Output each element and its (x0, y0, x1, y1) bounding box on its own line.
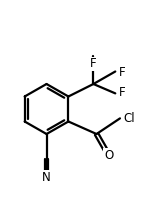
Text: F: F (118, 66, 125, 79)
Text: O: O (104, 149, 114, 162)
Text: F: F (118, 86, 125, 99)
Text: N: N (42, 171, 51, 184)
Text: Cl: Cl (123, 112, 135, 125)
Text: F: F (90, 57, 97, 70)
